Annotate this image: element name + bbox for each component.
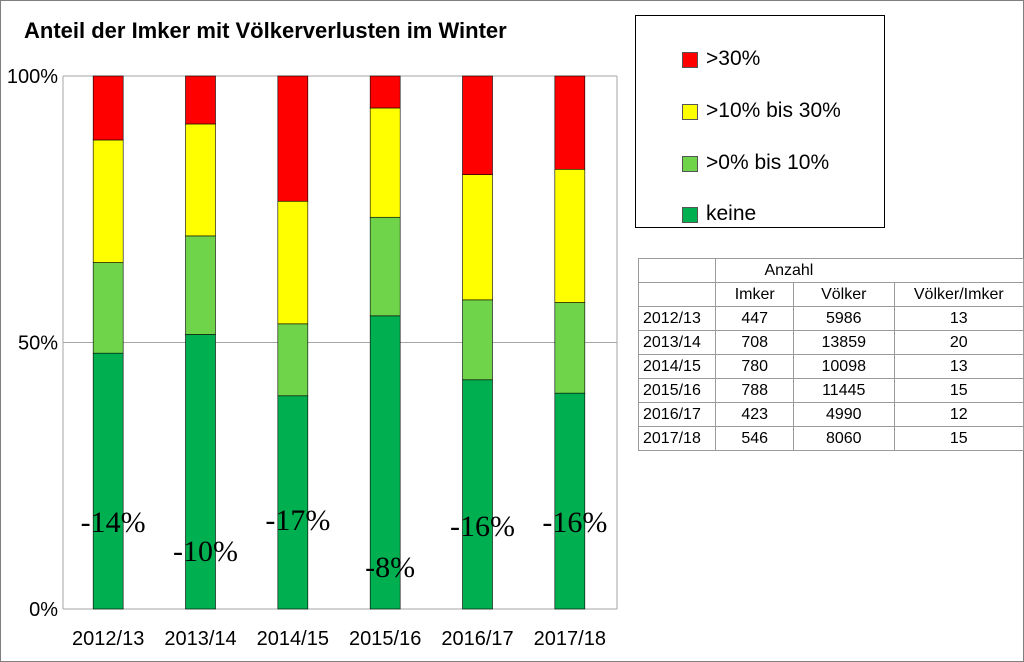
table-corner-cell — [637, 282, 717, 307]
x-tick-label: 2014/15 — [257, 628, 329, 650]
bar-segment — [554, 75, 586, 170]
bar-segment — [92, 352, 124, 610]
bar-segment — [185, 235, 216, 335]
table-cell: 780 — [715, 354, 794, 379]
bar-segment — [185, 75, 216, 125]
bar-segment — [369, 107, 401, 218]
bar-segment — [369, 315, 401, 610]
x-tick-label: 2012/13 — [72, 628, 144, 650]
table-row-season: 2017/18 — [637, 426, 717, 451]
bar-segment — [277, 75, 309, 202]
table-cell: 708 — [715, 330, 794, 355]
table-row: 2015/16 788 11445 15 — [637, 378, 1024, 403]
table-cell: 8060 — [792, 426, 895, 451]
table-row: 2012/13 447 5986 13 — [637, 306, 1024, 331]
loss-annotation: -14% — [81, 506, 146, 539]
table-row: 2013/14 708 13859 20 — [637, 330, 1024, 355]
table-header-imker: Imker — [715, 282, 794, 307]
table-cell: 10098 — [792, 354, 895, 379]
table-cell: 4990 — [792, 402, 895, 427]
bar-segment — [554, 302, 586, 394]
table-cell: 13 — [893, 306, 1024, 331]
table-group-header: Anzahl — [715, 258, 1024, 283]
y-tick-label: 50% — [18, 333, 58, 355]
bar-segment — [185, 123, 216, 237]
table-header-voelker-per-imker: Völker/Imker — [893, 282, 1024, 307]
table-corner-cell — [637, 258, 717, 283]
table-cell: 15 — [893, 426, 1024, 451]
table-row-season: 2015/16 — [637, 378, 717, 403]
bar-segment — [369, 75, 401, 109]
table-cell: 20 — [893, 330, 1024, 355]
bar-segment — [185, 334, 216, 610]
table-row-season: 2014/15 — [637, 354, 717, 379]
table-cell: 447 — [715, 306, 794, 331]
legend-label: keine — [706, 202, 757, 225]
legend-label: >30% — [706, 47, 761, 70]
table-row-season: 2012/13 — [637, 306, 717, 331]
legend-swatch — [682, 207, 698, 223]
x-tick-label: 2013/14 — [164, 628, 236, 650]
bar-segment — [277, 323, 309, 397]
table-row-season: 2016/17 — [637, 402, 717, 427]
table-row: 2016/17 423 4990 12 — [637, 402, 1024, 427]
table-body: 2012/13 447 5986 13 2013/14 708 13859 20 2014/15… — [637, 306, 1024, 451]
legend-swatch — [682, 104, 698, 120]
table-cell: 788 — [715, 378, 794, 403]
bar-segment — [92, 262, 124, 354]
legend-label: >0% bis 10% — [706, 151, 830, 174]
table-row: 2014/15 780 10098 13 — [637, 354, 1024, 379]
bar-segment — [554, 168, 586, 303]
table-row: 2017/18 546 8060 15 — [637, 426, 1024, 451]
loss-annotation: -17% — [265, 504, 330, 537]
bar-segment — [462, 379, 493, 610]
bar-segment — [554, 392, 586, 610]
bar-segment — [462, 75, 493, 175]
loss-annotation: -16% — [542, 506, 607, 539]
table-header-row: Imker Völker Völker/Imker — [637, 282, 1024, 307]
table-cell: 11445 — [792, 378, 895, 403]
table-cell: 13859 — [792, 330, 895, 355]
y-tick-label: 0% — [29, 599, 58, 621]
loss-annotation: -16% — [450, 510, 515, 543]
bar-segment — [369, 216, 401, 317]
table-header-voelker: Völker — [792, 282, 895, 307]
table-row-season: 2013/14 — [637, 330, 717, 355]
table-cell: 423 — [715, 402, 794, 427]
bar-segment — [92, 75, 124, 141]
chart-title: Anteil der Imker mit Völkerverlusten im … — [24, 18, 507, 43]
legend-label: >10% bis 30% — [706, 99, 841, 122]
colony-count-table: Anzahl Imker Völker Völker/Imker 2012/13… — [637, 258, 1024, 451]
x-tick-label: 2015/16 — [349, 628, 421, 650]
x-tick-label: 2016/17 — [441, 628, 513, 650]
y-tick-label: 100% — [7, 66, 58, 88]
table-cell: 13 — [893, 354, 1024, 379]
table-cell: 5986 — [792, 306, 895, 331]
x-tick-label: 2017/18 — [534, 628, 606, 650]
legend-swatch — [682, 156, 698, 172]
table-cell: 12 — [893, 402, 1024, 427]
loss-annotation: -8% — [365, 551, 415, 584]
bar-segment — [277, 395, 309, 610]
table-cell: 546 — [715, 426, 794, 451]
loss-annotation: -10% — [173, 535, 238, 568]
bar-segment — [277, 200, 309, 325]
legend-swatch — [682, 52, 698, 68]
bar-segment — [462, 174, 493, 301]
bar-segment — [462, 299, 493, 381]
table-group-header-row: Anzahl — [637, 258, 1024, 283]
chart-legend: >30% >10% bis 30% >0% bis 10% keine — [635, 15, 885, 228]
bar-segment — [92, 139, 124, 263]
table-cell: 15 — [893, 378, 1024, 403]
